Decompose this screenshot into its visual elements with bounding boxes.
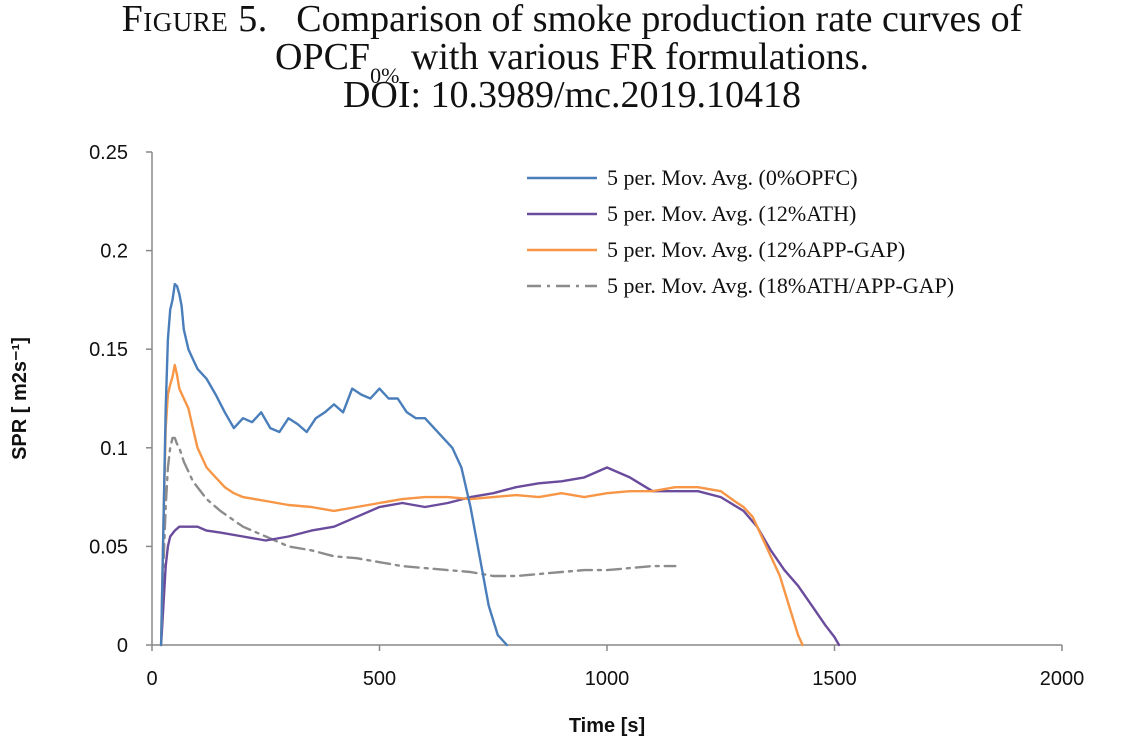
figure-caption: Figure 5. Comparison of smoke production… — [0, 0, 1144, 140]
y-tick-label: 0.05 — [89, 536, 128, 558]
series-line-3 — [159, 436, 677, 647]
legend-label-1: 5 per. Mov. Avg. (12%ATH) — [607, 201, 856, 226]
x-tick-label: 2000 — [1040, 668, 1085, 690]
x-tick-label: 0 — [146, 668, 157, 690]
y-tick-label: 0.25 — [89, 142, 128, 164]
caption-title-subscript: 0% — [370, 63, 400, 88]
y-tick-label: 0.15 — [89, 339, 128, 361]
y-axis-label: SPR [ m2s⁻¹] — [9, 337, 31, 460]
series-line-2 — [159, 363, 804, 647]
caption-title-part1: Comparison of smoke production rate curv… — [296, 0, 1023, 40]
series-line-1 — [159, 466, 841, 647]
caption-line-1: Figure 5. Comparison of smoke production… — [0, 0, 1144, 38]
x-tick-label: 1500 — [812, 668, 857, 690]
legend-label-3: 5 per. Mov. Avg. (18%ATH/APP-GAP) — [607, 273, 954, 298]
caption-title-opcf: OPCF — [275, 36, 371, 78]
x-axis-label: Time [s] — [569, 715, 645, 737]
caption-doi: DOI: 10.3989/mc.2019.10418 — [342, 74, 802, 116]
axis-labels: Time [s] SPR [ m2s⁻¹] — [9, 337, 645, 737]
x-tick-label: 500 — [363, 668, 396, 690]
axes: 0 0.05 0.1 0.15 0.2 0.25 0 500 1000 1500 2000 — [89, 142, 1084, 690]
chart-figure: 0 0.05 0.1 0.15 0.2 0.25 0 500 1000 1500 2000 5 pe… — [0, 140, 1144, 749]
series-layer — [159, 282, 841, 647]
legend-label-2: 5 per. Mov. Avg. (12%APP-GAP) — [607, 237, 905, 262]
legend-label-0: 5 per. Mov. Avg. (0%OPFC) — [607, 165, 858, 190]
y-tick-label: 0 — [117, 635, 128, 657]
spr-line-chart: 0 0.05 0.1 0.15 0.2 0.25 0 500 1000 1500 2000 5 pe… — [9, 142, 1084, 737]
x-tick-label: 1000 — [585, 668, 630, 690]
caption-title-rest: with various FR formulations. — [401, 36, 869, 78]
y-tick-label: 0.1 — [100, 438, 128, 460]
figure-label: Figure 5. — [121, 0, 268, 40]
caption-line-2: OPCF0% with various FR formulations. — [0, 36, 1144, 88]
legend: 5 per. Mov. Avg. (0%OPFC) 5 per. Mov. Avg… — [527, 165, 954, 298]
y-tick-label: 0.2 — [100, 241, 128, 263]
series-line-0 — [159, 282, 509, 647]
